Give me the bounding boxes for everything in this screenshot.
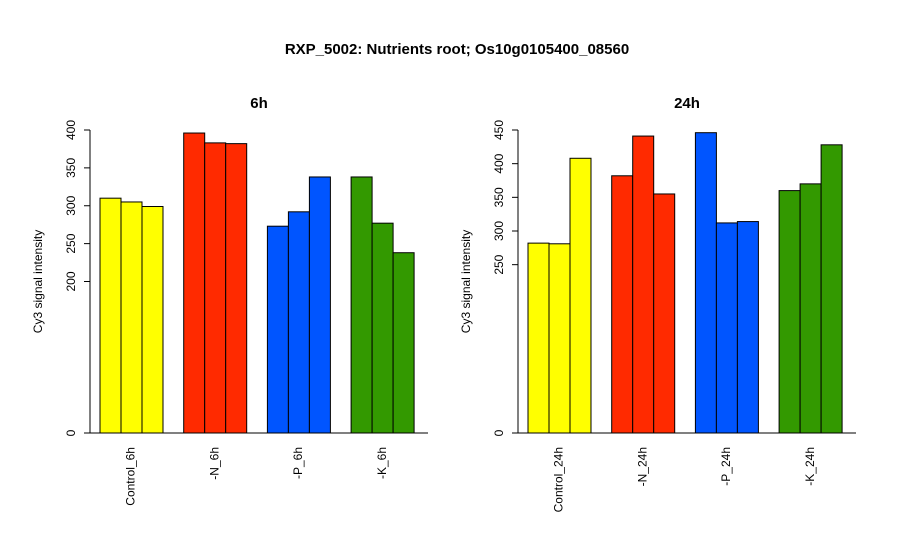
bar (371, 222, 394, 434)
y-tick-label: 350 (492, 187, 506, 207)
bar (266, 225, 289, 434)
bar (99, 197, 122, 434)
x-category-label: -K_6h (375, 447, 389, 479)
panel-title: 6h (250, 95, 268, 112)
figure-title: RXP_5002: Nutrients root; Os10g0105400_0… (285, 41, 629, 58)
bar (778, 190, 801, 434)
bar (569, 157, 592, 434)
bar (204, 142, 227, 434)
bar (632, 135, 655, 434)
y-tick-label: 450 (492, 120, 506, 140)
bar (653, 193, 676, 434)
y-tick-label: 0 (64, 429, 78, 436)
x-category-label: -N_24h (635, 447, 649, 486)
panel-24h: 24h 0 250 300 350 400 450 Cy3 signal intensity C… (459, 95, 856, 512)
y-axis-label: Cy3 signal intensity (31, 230, 45, 333)
x-category-label: -N_6h (207, 447, 221, 480)
y-tick-label: 300 (492, 221, 506, 241)
bar (799, 183, 822, 434)
y-tick-label: 300 (64, 195, 78, 215)
y-tick-label: 250 (492, 254, 506, 274)
bar (120, 201, 143, 434)
y-tick-label: 350 (64, 158, 78, 178)
x-category-label: Control_6h (124, 447, 138, 506)
bar (715, 222, 738, 434)
y-tick-label: 250 (64, 233, 78, 253)
y-tick-label: 400 (492, 153, 506, 173)
bar (548, 243, 571, 434)
bar (350, 176, 373, 434)
bar (611, 175, 634, 434)
panel-title: 24h (674, 95, 700, 112)
bar (308, 176, 331, 434)
bar (392, 252, 415, 434)
y-tick-label: 0 (492, 429, 506, 436)
y-tick-label: 200 (64, 271, 78, 291)
bar (820, 144, 843, 434)
x-category-label: Control_24h (552, 447, 566, 512)
bar (736, 221, 759, 434)
bar (141, 206, 164, 434)
x-category-label: -K_24h (803, 447, 817, 486)
panel-6h: 6h 0 200 250 300 350 400 Cy3 signal intensity Co… (31, 95, 428, 506)
x-category-label: -P_24h (719, 447, 733, 486)
bar (527, 242, 550, 434)
bar (225, 143, 248, 434)
y-tick-label: 400 (64, 120, 78, 140)
y-axis-label: Cy3 signal intensity (459, 230, 473, 333)
x-category-label: -P_6h (291, 447, 305, 479)
bar (694, 132, 717, 434)
bar (287, 211, 310, 434)
bar (183, 132, 206, 434)
